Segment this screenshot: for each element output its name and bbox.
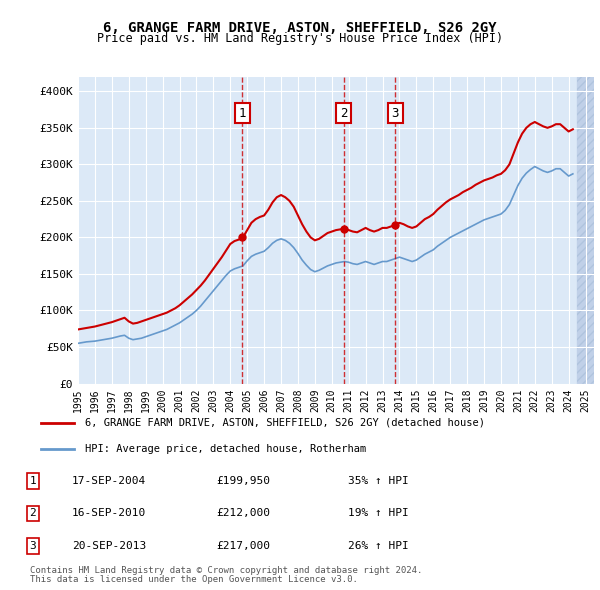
Text: 16-SEP-2010: 16-SEP-2010: [72, 509, 146, 518]
Bar: [577, 77, 594, 384]
Text: 2: 2: [340, 107, 348, 120]
Text: Price paid vs. HM Land Registry's House Price Index (HPI): Price paid vs. HM Land Registry's House …: [97, 32, 503, 45]
Text: 3: 3: [29, 541, 37, 550]
Text: £212,000: £212,000: [216, 509, 270, 518]
Text: 6, GRANGE FARM DRIVE, ASTON, SHEFFIELD, S26 2GY: 6, GRANGE FARM DRIVE, ASTON, SHEFFIELD, …: [103, 21, 497, 35]
Text: HPI: Average price, detached house, Rotherham: HPI: Average price, detached house, Roth…: [85, 444, 367, 454]
Text: 2: 2: [29, 509, 37, 518]
Text: 6, GRANGE FARM DRIVE, ASTON, SHEFFIELD, S26 2GY (detached house): 6, GRANGE FARM DRIVE, ASTON, SHEFFIELD, …: [85, 418, 485, 428]
Text: 3: 3: [391, 107, 399, 120]
Text: £217,000: £217,000: [216, 541, 270, 550]
Text: Contains HM Land Registry data © Crown copyright and database right 2024.: Contains HM Land Registry data © Crown c…: [30, 566, 422, 575]
Bar: [577, 77, 594, 384]
Text: 1: 1: [239, 107, 246, 120]
Text: 26% ↑ HPI: 26% ↑ HPI: [348, 541, 409, 550]
Text: 17-SEP-2004: 17-SEP-2004: [72, 476, 146, 486]
Text: 35% ↑ HPI: 35% ↑ HPI: [348, 476, 409, 486]
Text: 20-SEP-2013: 20-SEP-2013: [72, 541, 146, 550]
Text: 1: 1: [29, 476, 37, 486]
Text: This data is licensed under the Open Government Licence v3.0.: This data is licensed under the Open Gov…: [30, 575, 358, 584]
Text: £199,950: £199,950: [216, 476, 270, 486]
Text: 19% ↑ HPI: 19% ↑ HPI: [348, 509, 409, 518]
